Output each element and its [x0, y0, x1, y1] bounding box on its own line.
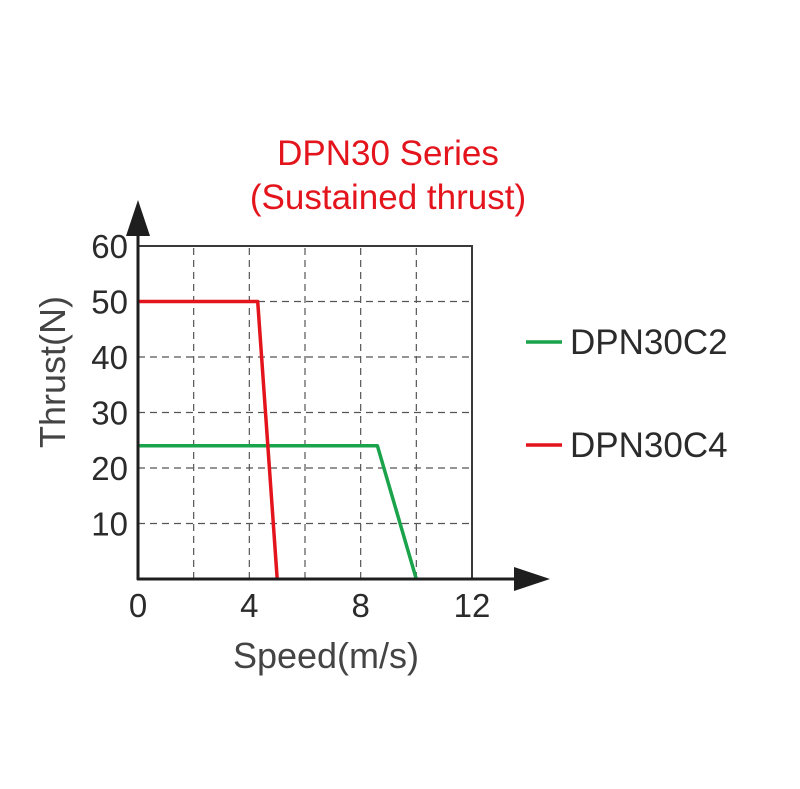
y-axis-label: Thrust(N): [32, 296, 73, 448]
y-tick-label: 60: [91, 228, 128, 265]
legend: DPN30C2 DPN30C4: [526, 323, 728, 465]
legend-label: DPN30C4: [570, 426, 728, 465]
x-tick-label: 0: [129, 587, 147, 624]
series-line-dpn30c4: [138, 299, 279, 580]
y-tick-label: 20: [91, 450, 128, 487]
series-line-dpn30c2: [138, 444, 418, 580]
series-lines: [138, 299, 418, 580]
grid-lines: [138, 246, 472, 579]
chart-title: DPN30 Series: [277, 134, 499, 173]
x-tick-label: 8: [351, 587, 369, 624]
y-axis-arrow: [126, 200, 150, 236]
chart-subtitle: (Sustained thrust): [250, 178, 526, 217]
y-tick-label: 30: [91, 395, 128, 432]
legend-label: DPN30C2: [570, 323, 728, 362]
x-axis-label: Speed(m/s): [233, 635, 419, 676]
x-axis-arrow: [514, 567, 550, 591]
x-tick-label: 12: [454, 587, 491, 624]
y-tick-label: 10: [91, 506, 128, 543]
y-tick-labels: 10 20 30 40 50 60: [91, 228, 128, 543]
y-tick-label: 50: [91, 284, 128, 321]
y-tick-label: 40: [91, 339, 128, 376]
x-tick-label: 4: [240, 587, 258, 624]
x-tick-labels: 0 4 8 12: [129, 587, 491, 624]
